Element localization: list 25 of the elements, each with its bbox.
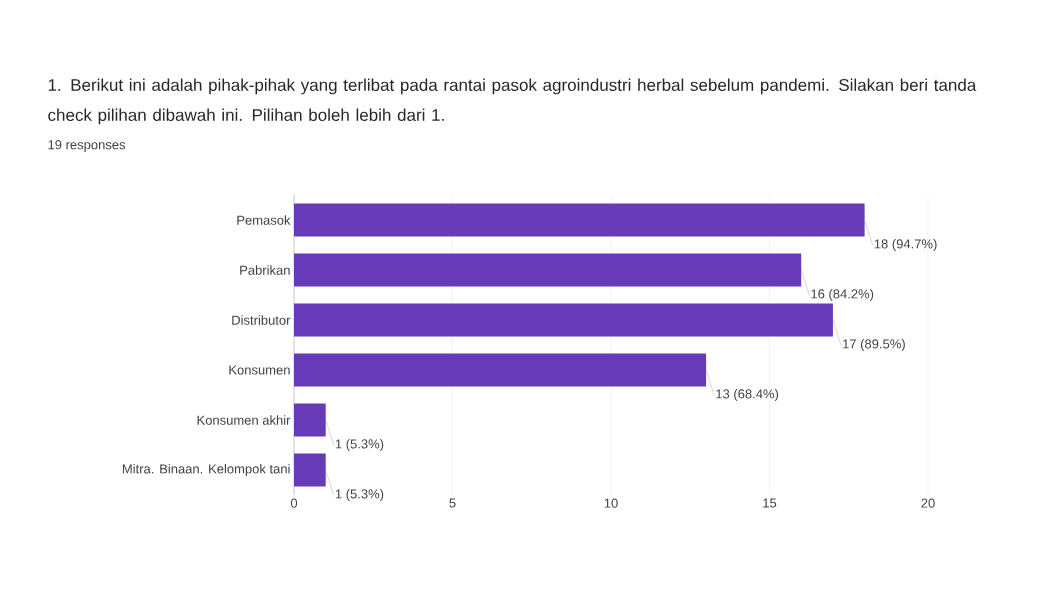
text: 19 responses xyxy=(48,140,126,152)
bar xyxy=(294,203,865,237)
y-tick-label: Konsumen akhir xyxy=(197,415,291,425)
x-tick-label: 0 xyxy=(290,498,298,508)
x-tick-label: 20 xyxy=(921,498,935,508)
data-label: 16 (84.2%) xyxy=(811,288,874,302)
y-tick-label: Konsumen xyxy=(229,365,290,375)
data-label: 18 (94.7%) xyxy=(874,238,937,252)
bar xyxy=(294,403,326,437)
data-label: 17 (89.5%) xyxy=(843,338,905,352)
chart-title: 1. Berikut ini adalah pihak-pihak yang terlibat pada rantai pasok agroindustri herbal sebelum pandemi. Silakan beri tanda check pilihan dibawah ini. Pilihan boleh lebih dari 1. xyxy=(48,78,977,125)
data-label: 1 (5.3%) xyxy=(335,488,384,502)
bar xyxy=(294,353,707,387)
x-tick-label: 10 xyxy=(604,498,618,508)
data-label: 13 (68.4%) xyxy=(716,388,779,402)
y-tick-label: Pabrikan xyxy=(240,265,290,275)
y-tick-label: Mitra. Binaan. Kelompok tani xyxy=(122,463,290,477)
y-tick-label: Distributor xyxy=(232,315,291,325)
bar xyxy=(294,303,833,337)
x-tick-label: 15 xyxy=(763,498,777,508)
bar xyxy=(294,253,802,287)
data-label: 1 (5.3%) xyxy=(335,438,384,452)
x-tick-label: 5 xyxy=(449,498,456,508)
y-tick-label: Pemasok xyxy=(237,215,291,225)
bar xyxy=(294,453,326,487)
